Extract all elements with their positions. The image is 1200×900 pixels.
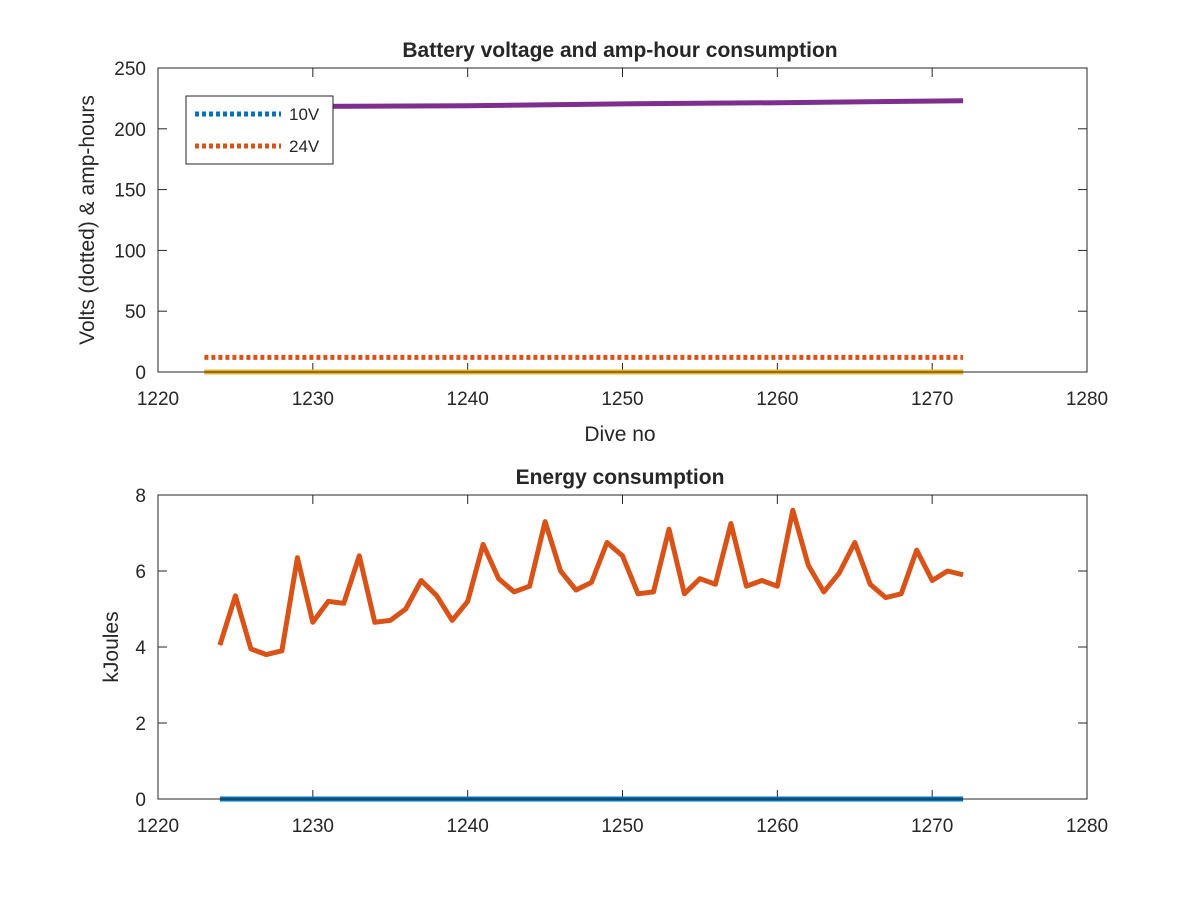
bottom-y-axis-label: kJoules bbox=[100, 611, 123, 682]
top-x-tick-label: 1250 bbox=[601, 389, 643, 410]
bottom-x-tick-label: 1230 bbox=[292, 816, 334, 837]
bottom-series-group bbox=[217, 507, 964, 802]
bottom-y-tick-label: 6 bbox=[135, 562, 146, 583]
top-ticks: 1220 1230 1240 1250 1260 1270 1280 0 50 100 150 200… bbox=[114, 59, 1108, 410]
bottom-y-tick-label: 4 bbox=[135, 638, 146, 659]
bottom-x-tick-label: 1280 bbox=[1066, 816, 1108, 837]
top-series-line-3 bbox=[204, 98, 964, 110]
bottom-axes: Energy consumption 1220 1230 1240 1250 1260 1… bbox=[100, 466, 1108, 837]
bottom-x-tick-label: 1250 bbox=[601, 816, 643, 837]
bottom-y-tick-label: 2 bbox=[135, 714, 146, 735]
top-x-axis-label: Dive no bbox=[584, 423, 655, 446]
top-x-tick-label: 1270 bbox=[911, 389, 953, 410]
top-legend: 10V 24V bbox=[185, 95, 334, 165]
top-y-tick-label: 100 bbox=[114, 241, 146, 262]
bottom-y-tick-label: 0 bbox=[135, 790, 146, 811]
bottom-x-tick-label: 1220 bbox=[137, 816, 179, 837]
top-chart-title: Battery voltage and amp-hour consumption bbox=[402, 39, 837, 62]
top-y-tick-label: 50 bbox=[125, 302, 146, 323]
bottom-x-tick-label: 1240 bbox=[447, 816, 489, 837]
legend-label-24v: 24V bbox=[289, 137, 320, 156]
top-y-tick-label: 150 bbox=[114, 181, 146, 202]
top-x-tick-label: 1230 bbox=[292, 389, 334, 410]
bottom-ticks: 1220 1230 1240 1250 1260 1270 1280 0 2 4 6 8 bbox=[135, 486, 1108, 837]
bottom-y-tick-label: 8 bbox=[135, 486, 146, 507]
bottom-x-tick-label: 1260 bbox=[756, 816, 798, 837]
top-x-tick-label: 1240 bbox=[447, 389, 489, 410]
top-y-axis-label: Volts (dotted) & amp-hours bbox=[76, 95, 99, 345]
top-y-tick-label: 250 bbox=[114, 59, 146, 80]
top-plot-frame bbox=[157, 67, 1088, 373]
bottom-x-tick-label: 1270 bbox=[911, 816, 953, 837]
top-y-tick-label: 0 bbox=[135, 363, 146, 384]
legend-box bbox=[185, 95, 334, 165]
bottom-chart-title: Energy consumption bbox=[516, 466, 725, 489]
top-x-tick-label: 1280 bbox=[1066, 389, 1108, 410]
top-y-tick-label: 200 bbox=[114, 120, 146, 141]
top-x-tick-label: 1260 bbox=[756, 389, 798, 410]
legend-label-10v: 10V bbox=[289, 105, 320, 124]
top-x-tick-label: 1220 bbox=[137, 389, 179, 410]
bottom-series-line-1 bbox=[217, 507, 964, 658]
bottom-plot-frame bbox=[157, 494, 1088, 800]
top-axes: Battery voltage and amp-hour consumption… bbox=[76, 39, 1108, 446]
